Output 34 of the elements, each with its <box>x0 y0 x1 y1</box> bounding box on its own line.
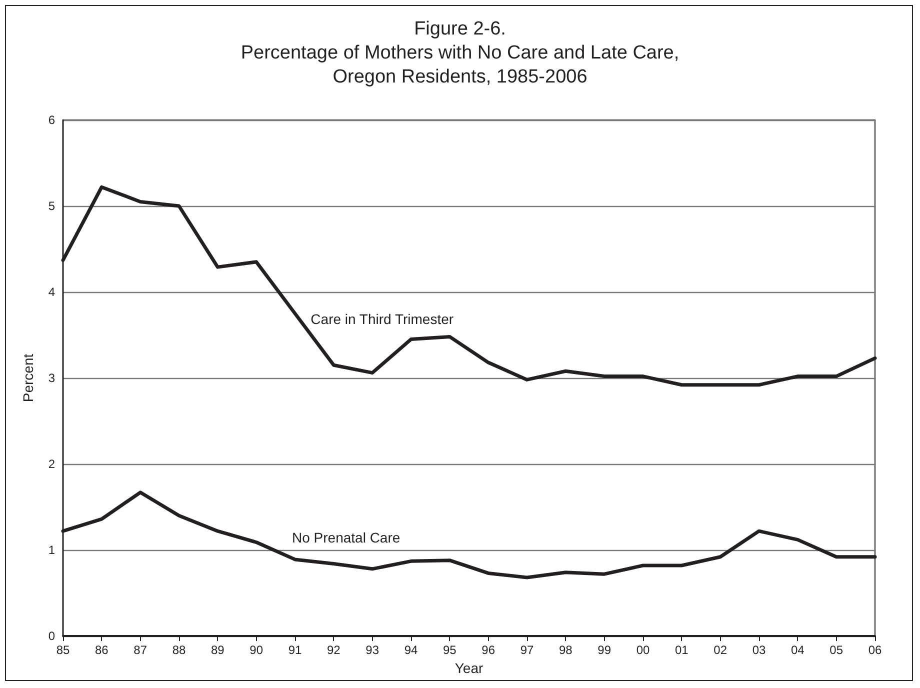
x-tick-label: 91 <box>288 643 302 657</box>
x-tick-label: 88 <box>172 643 186 657</box>
x-tick-label: 06 <box>868 643 882 657</box>
series-label: Care in Third Trimester <box>310 311 454 328</box>
y-tick-label: 5 <box>48 199 56 213</box>
y-tick-label: 6 <box>48 113 56 127</box>
y-axis-title: Percent <box>20 354 36 402</box>
y-tick-label: 0 <box>48 629 56 643</box>
x-tick-label: 89 <box>210 643 225 657</box>
x-tick-label: 96 <box>482 643 496 657</box>
y-tick-label: 3 <box>48 371 56 385</box>
y-tick-label: 2 <box>48 457 56 471</box>
x-tick-label: 05 <box>830 643 844 657</box>
series-label: No Prenatal Care <box>292 529 400 546</box>
y-tick-label: 1 <box>48 543 56 557</box>
x-tick-label: 04 <box>790 643 805 657</box>
x-tick-label: 97 <box>520 643 534 657</box>
chart-title: Figure 2-6. Percentage of Mothers with No Care and Late Care, Oregon Residents, 1985-2006 <box>240 18 680 88</box>
x-tick-label: 92 <box>326 643 341 657</box>
x-tick-label: 00 <box>636 643 650 657</box>
y-tick-label: 4 <box>48 285 56 299</box>
x-tick-label: 01 <box>674 643 689 657</box>
x-axis-title: Year <box>454 660 484 676</box>
x-tick-label: 87 <box>134 643 148 657</box>
x-tick-label: 94 <box>404 643 418 657</box>
x-tick-label: 95 <box>442 643 457 657</box>
x-tick-label: 85 <box>56 643 70 657</box>
x-tick-label: 99 <box>598 643 612 657</box>
x-tick-label: 02 <box>714 643 728 657</box>
x-tick-label: 90 <box>250 643 264 657</box>
x-tick-label: 93 <box>366 643 380 657</box>
x-tick-label: 03 <box>752 643 766 657</box>
x-tick-label: 86 <box>94 643 109 657</box>
x-tick-label: 98 <box>558 643 573 657</box>
